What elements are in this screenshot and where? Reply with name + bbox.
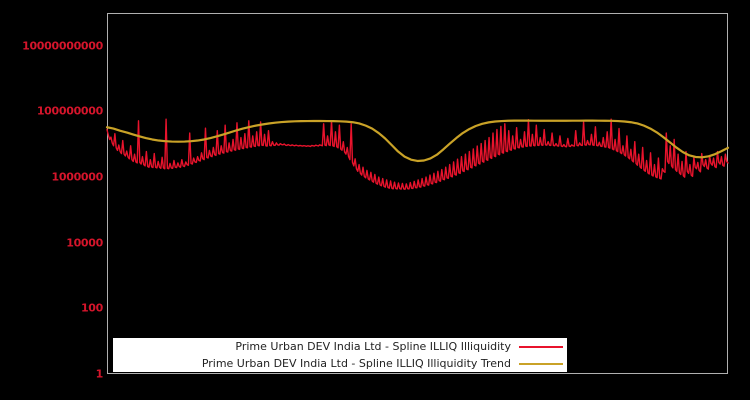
y-axis-tick-1: 1 [95, 367, 104, 381]
y-axis-tick-100: 100 [80, 301, 103, 315]
y-axis-tick-100000000: 100000000 [36, 104, 103, 118]
legend-entry-illiquidity-trend: Prime Urban DEV India Ltd - Spline ILLIQ… [113, 355, 567, 372]
series-line-illiquidity-trend [105, 119, 730, 163]
plot-area [107, 13, 728, 374]
series-line-illiquidity [106, 118, 729, 190]
chart-legend: Prime Urban DEV India Ltd - Spline ILLIQ… [113, 338, 567, 372]
legend-label-illiquidity-trend: Prime Urban DEV India Ltd - Spline ILLIQ… [201, 357, 511, 370]
y-axis-tick-10000: 10000 [66, 236, 103, 250]
y-axis-tick-labels: 10000000000 100000000 1000000 10000 100 1 [0, 0, 103, 400]
legend-entry-illiquidity: Prime Urban DEV India Ltd - Spline ILLIQ… [113, 338, 567, 355]
legend-color-swatch-illiquidity-trend [519, 362, 563, 365]
legend-color-swatch-illiquidity [519, 345, 563, 348]
y-axis-tick-10000000000: 10000000000 [22, 39, 103, 53]
legend-label-illiquidity: Prime Urban DEV India Ltd - Spline ILLIQ… [235, 340, 511, 353]
y-axis-tick-1000000: 1000000 [51, 170, 104, 184]
